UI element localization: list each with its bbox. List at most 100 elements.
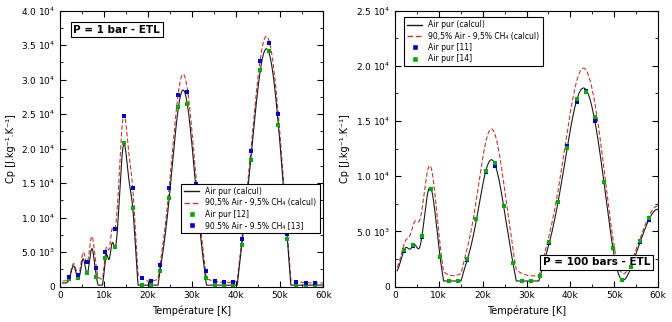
Point: [462, 257, 473, 262]
Point: [417, 234, 427, 240]
Point: [644, 217, 655, 223]
Point: [291, 283, 302, 288]
Point: [100, 250, 111, 255]
Point: [535, 274, 546, 279]
Point: [218, 280, 229, 285]
X-axis label: Température [K]: Température [K]: [153, 306, 231, 317]
Point: [425, 186, 436, 191]
Point: [110, 245, 120, 250]
Point: [291, 279, 302, 284]
Point: [562, 146, 573, 151]
Point: [173, 93, 183, 98]
Text: P = 100 bars - ETL: P = 100 bars - ETL: [543, 257, 650, 267]
Point: [218, 283, 229, 288]
Point: [571, 96, 582, 101]
Point: [580, 89, 591, 94]
Point: [480, 170, 491, 175]
Point: [599, 179, 610, 184]
Point: [544, 240, 554, 245]
Point: [471, 217, 482, 222]
Point: [237, 236, 247, 242]
Point: [191, 191, 202, 196]
Point: [155, 262, 165, 267]
Point: [444, 279, 454, 284]
Point: [435, 255, 446, 260]
Point: [562, 143, 573, 148]
Legend: Air pur (calcul), 90,5% Air - 9,5% CH₄ (calcul), Air pur [12], 90.5% Air - 9.5% : Air pur (calcul), 90,5% Air - 9,5% CH₄ (…: [181, 184, 320, 233]
Point: [128, 186, 138, 191]
Point: [182, 89, 193, 94]
Point: [200, 276, 211, 281]
Point: [435, 255, 446, 260]
Point: [599, 179, 610, 184]
Point: [489, 161, 500, 166]
Point: [100, 256, 111, 261]
Point: [146, 283, 157, 288]
Point: [407, 243, 418, 249]
Point: [607, 246, 618, 251]
Point: [64, 275, 75, 280]
Point: [282, 236, 293, 241]
Point: [227, 283, 238, 288]
Point: [553, 199, 564, 204]
Point: [544, 240, 554, 245]
Point: [589, 119, 600, 124]
Point: [300, 283, 311, 288]
Point: [273, 111, 284, 117]
Point: [589, 115, 600, 120]
Point: [417, 233, 427, 239]
Point: [535, 274, 546, 279]
Point: [82, 270, 93, 276]
Point: [489, 163, 500, 168]
Point: [227, 279, 238, 285]
Point: [553, 199, 564, 204]
Text: P = 1 bar - ETL: P = 1 bar - ETL: [73, 24, 160, 34]
Point: [155, 269, 165, 274]
Point: [246, 148, 257, 153]
Point: [209, 279, 220, 284]
Point: [507, 260, 518, 265]
Point: [499, 204, 509, 209]
Point: [264, 41, 275, 46]
Point: [128, 206, 138, 211]
Point: [264, 49, 275, 54]
Point: [517, 278, 528, 283]
Point: [136, 283, 147, 288]
Point: [255, 68, 265, 73]
Point: [480, 168, 491, 173]
Point: [82, 260, 93, 265]
Point: [73, 276, 83, 281]
Point: [526, 279, 536, 284]
Point: [526, 279, 536, 284]
Point: [644, 216, 655, 221]
Point: [309, 283, 320, 288]
Point: [91, 265, 101, 270]
Point: [499, 204, 509, 209]
X-axis label: Température [K]: Température [K]: [487, 306, 566, 317]
Point: [471, 217, 482, 222]
Point: [607, 246, 618, 251]
Point: [173, 105, 183, 110]
Point: [462, 256, 473, 261]
Point: [635, 238, 646, 243]
Legend: Air pur (calcul), 90,5% Air - 9,5% CH₄ (calcul), Air pur [11], Air pur [14]: Air pur (calcul), 90,5% Air - 9,5% CH₄ (…: [404, 17, 543, 66]
Point: [635, 239, 646, 244]
Point: [282, 231, 293, 236]
Point: [444, 279, 454, 284]
Point: [246, 157, 257, 163]
Point: [146, 279, 157, 284]
Point: [118, 113, 129, 118]
Point: [617, 278, 628, 283]
Point: [398, 248, 409, 253]
Point: [237, 242, 247, 247]
Point: [64, 277, 75, 282]
Point: [580, 88, 591, 93]
Point: [209, 282, 220, 288]
Point: [425, 186, 436, 191]
Y-axis label: Cp [J.kg⁻¹.K⁻¹]: Cp [J.kg⁻¹.K⁻¹]: [340, 114, 350, 183]
Point: [136, 276, 147, 281]
Point: [626, 264, 636, 270]
Y-axis label: Cp [J.kg⁻¹.K⁻¹]: Cp [J.kg⁻¹.K⁻¹]: [5, 114, 15, 183]
Point: [118, 141, 129, 146]
Point: [398, 248, 409, 253]
